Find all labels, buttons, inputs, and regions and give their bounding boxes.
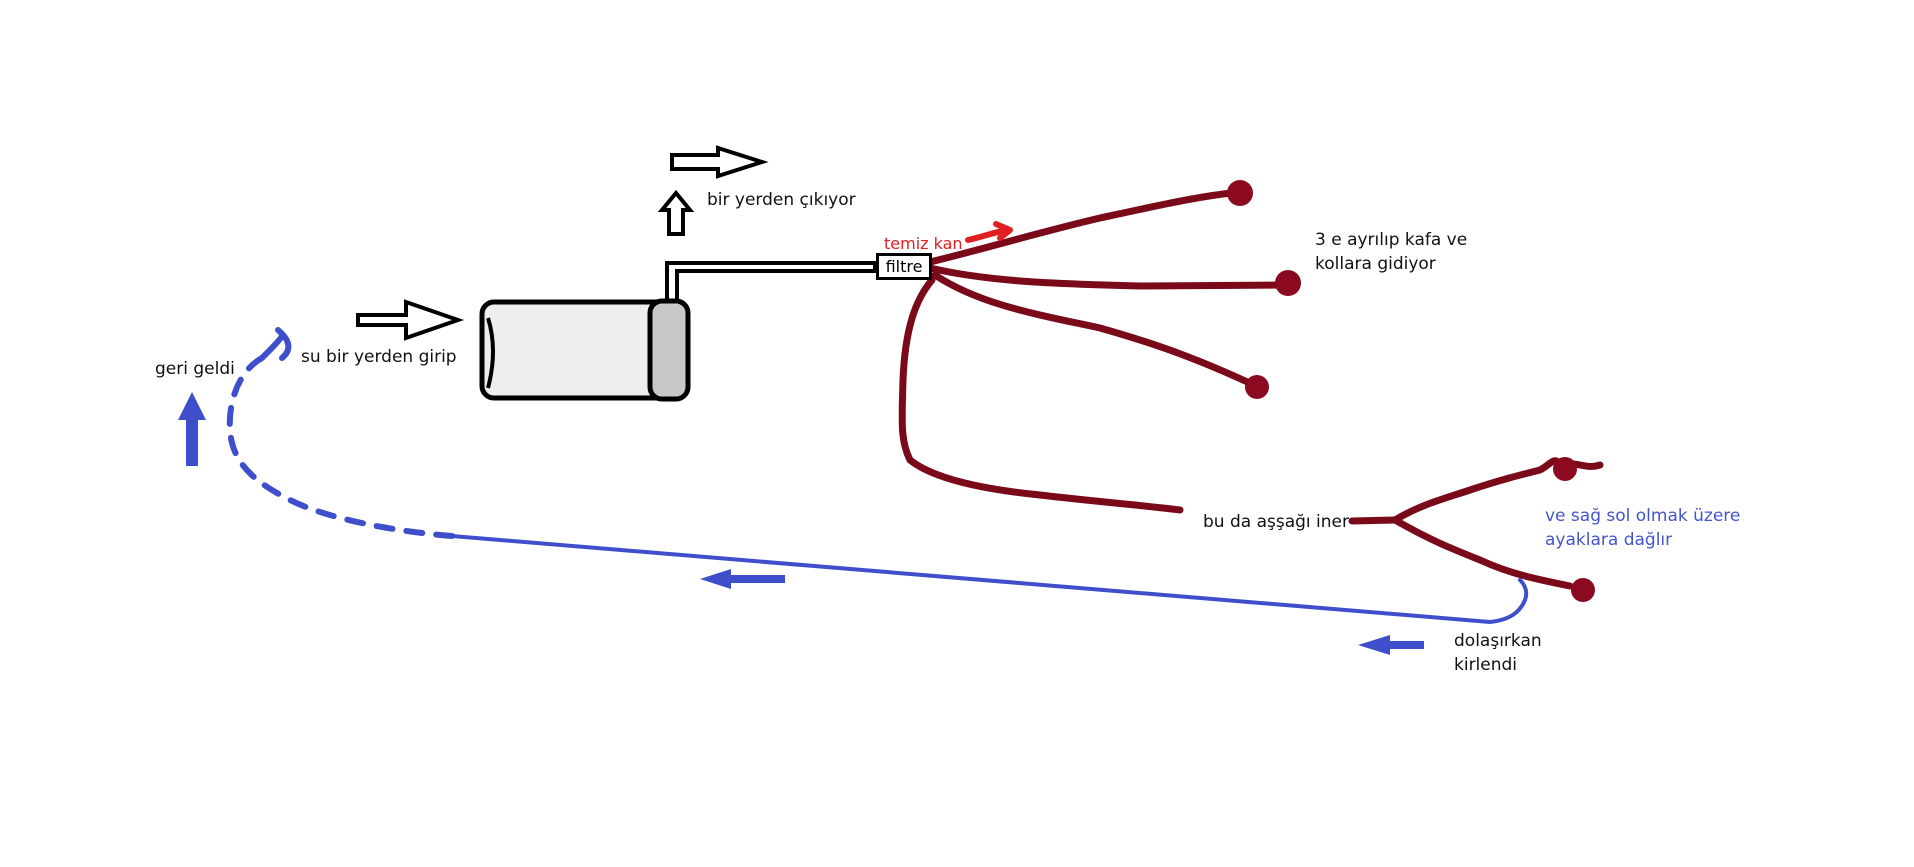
arteries xyxy=(898,188,1604,590)
artery-down xyxy=(898,276,1184,514)
outlet-pipe xyxy=(665,261,877,301)
label-legs-1: ve sağ sol olmak üzere xyxy=(1545,506,1741,526)
return-hook xyxy=(259,327,292,361)
label-came-back: geri geldi xyxy=(155,359,235,379)
label-legs-2: ayaklara dağlır xyxy=(1545,530,1673,550)
artery-endpoints xyxy=(1227,180,1595,602)
label-dirty-1: dolaşırkan xyxy=(1454,631,1542,651)
label-clean-blood: temiz kan xyxy=(884,234,963,253)
endpoint-head xyxy=(1227,180,1253,206)
endpoint-arm-right xyxy=(1275,270,1301,296)
endpoint-leg-left xyxy=(1571,578,1595,602)
label-head-arms-1: 3 e ayrılıp kafa ve xyxy=(1315,230,1468,250)
label-dirty-2: kirlendi xyxy=(1454,655,1518,675)
water-tank xyxy=(479,298,691,402)
outlet-arrow-right-icon xyxy=(670,145,769,179)
artery-to-arm-lower xyxy=(931,271,1258,389)
filter-box: filtre xyxy=(876,253,932,280)
outlet-arrow-up-icon xyxy=(657,189,695,236)
label-goes-down: bu da aşşağı iner xyxy=(1203,512,1349,532)
clean-blood-arrow-icon xyxy=(965,221,1013,243)
artery-leg-junction xyxy=(1348,516,1399,525)
return-line-dashed xyxy=(226,355,455,539)
arrow-left-middle-icon xyxy=(700,569,785,589)
artery-to-arm-upper xyxy=(926,264,1291,290)
blue-arrows xyxy=(178,392,1424,655)
artery-to-head xyxy=(926,188,1244,266)
tank-inlet-rim xyxy=(486,317,495,389)
return-line-solid xyxy=(450,534,1529,624)
artery-to-leg-lower xyxy=(1391,516,1574,590)
venous-return xyxy=(226,327,1529,624)
tank-body xyxy=(479,299,675,401)
label-water-out: bir yerden çıkıyor xyxy=(707,190,856,210)
arrow-up-icon xyxy=(178,392,206,466)
inlet-arrow-icon xyxy=(356,299,465,341)
endpoint-arm-left xyxy=(1245,375,1269,399)
endpoint-leg-right xyxy=(1553,457,1577,481)
tank-cap xyxy=(647,298,691,402)
label-water-in: su bir yerden girip xyxy=(301,347,457,367)
label-head-arms-2: kollara gidiyor xyxy=(1315,254,1436,274)
arrow-left-bottom-icon xyxy=(1358,635,1424,655)
